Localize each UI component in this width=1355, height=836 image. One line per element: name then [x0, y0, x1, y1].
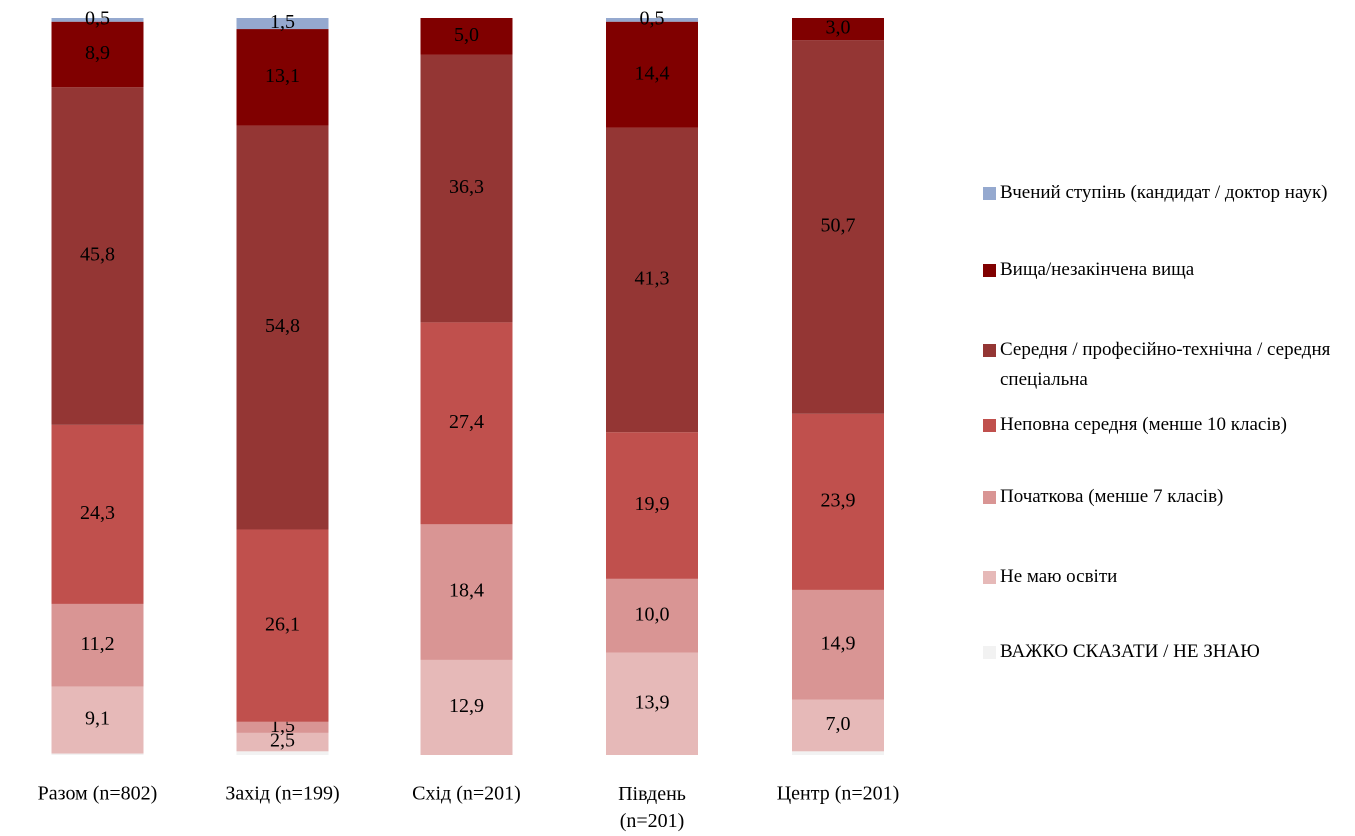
x-tick-label: Південь (n=201)	[618, 783, 686, 832]
legend-item: Вища/незакінчена вища	[983, 255, 1343, 285]
legend-label: Середня / професійно-технічна / середня …	[1000, 339, 1331, 390]
data-label: 0,5	[640, 7, 665, 29]
data-label: 1,5	[270, 11, 295, 33]
data-label: 2,5	[270, 730, 295, 752]
bar-segment	[51, 87, 144, 425]
data-label: 10,0	[635, 603, 670, 625]
bar-segment	[606, 127, 698, 433]
legend-item: Неповна середня (менше 10 класів)	[983, 410, 1343, 440]
legend-swatch	[983, 344, 996, 357]
data-label: 14,9	[821, 632, 856, 654]
data-label: 13,1	[265, 65, 300, 87]
bar-segment	[51, 21, 144, 88]
data-label: 14,4	[635, 62, 670, 84]
bar-segment	[51, 424, 144, 604]
legend-item: Початкова (менше 7 класів)	[983, 482, 1343, 512]
x-tick-label: Захід (n=199)	[225, 783, 339, 805]
legend-item: Не маю освіти	[983, 562, 1343, 592]
legend-label: Вища/незакінчена вища	[1000, 259, 1195, 280]
legend-item: Вчений ступінь (кандидат / доктор наук)	[983, 178, 1343, 208]
bar-segment	[420, 18, 513, 55]
data-label: 23,9	[821, 489, 856, 511]
legend-swatch	[983, 264, 996, 277]
data-label: 7,0	[826, 713, 851, 735]
bar-segment	[606, 578, 698, 653]
legend-item: Середня / професійно-технічна / середня …	[983, 335, 1343, 395]
legend-swatch	[983, 419, 996, 432]
data-label: 18,4	[449, 580, 484, 602]
bar-segment	[792, 40, 884, 414]
bar-segment	[792, 589, 884, 700]
bar-segment	[51, 753, 144, 755]
bar-segment	[51, 18, 144, 22]
x-tick-label: Схід (n=201)	[412, 783, 521, 805]
data-label: 50,7	[821, 215, 856, 237]
x-tick-label: Разом (n=802)	[38, 783, 158, 805]
legend-label: Вчений ступінь (кандидат / доктор наук)	[1000, 182, 1328, 203]
bar-segment	[606, 652, 698, 755]
legend-label: Початкова (менше 7 класів)	[1000, 486, 1224, 507]
bar-segment	[606, 18, 698, 22]
data-label: 19,9	[635, 493, 670, 515]
bar-segment	[606, 21, 698, 128]
data-label: 36,3	[449, 176, 484, 198]
x-tick-label: Центр (n=201)	[777, 783, 900, 805]
legend-label: Не маю освіти	[1000, 566, 1118, 587]
data-label: 0,5	[85, 7, 110, 29]
legend-swatch	[983, 646, 996, 659]
bar-segment	[236, 29, 329, 126]
legend-label: Неповна середня (менше 10 класів)	[1000, 414, 1287, 435]
bar-segment	[236, 18, 329, 30]
data-label: 8,9	[85, 42, 110, 64]
bar-segment	[420, 322, 513, 525]
data-label: 27,4	[449, 411, 484, 433]
data-label: 41,3	[635, 268, 670, 290]
data-label: 9,1	[85, 708, 110, 730]
data-label: 5,0	[454, 24, 479, 46]
bar-segment	[792, 18, 884, 41]
bar-segment	[51, 686, 144, 754]
data-label: 45,8	[80, 244, 115, 266]
bar-segment	[792, 699, 884, 752]
bar-segment	[420, 54, 513, 323]
data-label: 11,2	[80, 633, 114, 655]
bar-segment	[51, 603, 144, 687]
bar-segment	[792, 751, 884, 755]
bar-segment	[420, 524, 513, 660]
data-label: 3,0	[826, 17, 851, 39]
legend-swatch	[983, 187, 996, 200]
bar-segment	[236, 529, 329, 722]
legend-swatch	[983, 571, 996, 584]
bar-segment	[236, 721, 329, 733]
data-label: 24,3	[80, 502, 115, 524]
data-label: 12,9	[449, 695, 484, 717]
data-label: 26,1	[265, 613, 300, 635]
bar-segment	[236, 751, 329, 755]
legend-swatch	[983, 491, 996, 504]
legend-item: ВАЖКО СКАЗАТИ / НЕ ЗНАЮ	[983, 637, 1343, 667]
data-label: 54,8	[265, 315, 300, 337]
bar-segment	[236, 732, 329, 752]
bar-segment	[792, 413, 884, 590]
bar-segment	[606, 432, 698, 579]
data-label: 13,9	[635, 691, 670, 713]
legend-label: ВАЖКО СКАЗАТИ / НЕ ЗНАЮ	[1000, 641, 1260, 662]
bar-segment	[420, 659, 513, 755]
bar-segment	[236, 125, 329, 530]
